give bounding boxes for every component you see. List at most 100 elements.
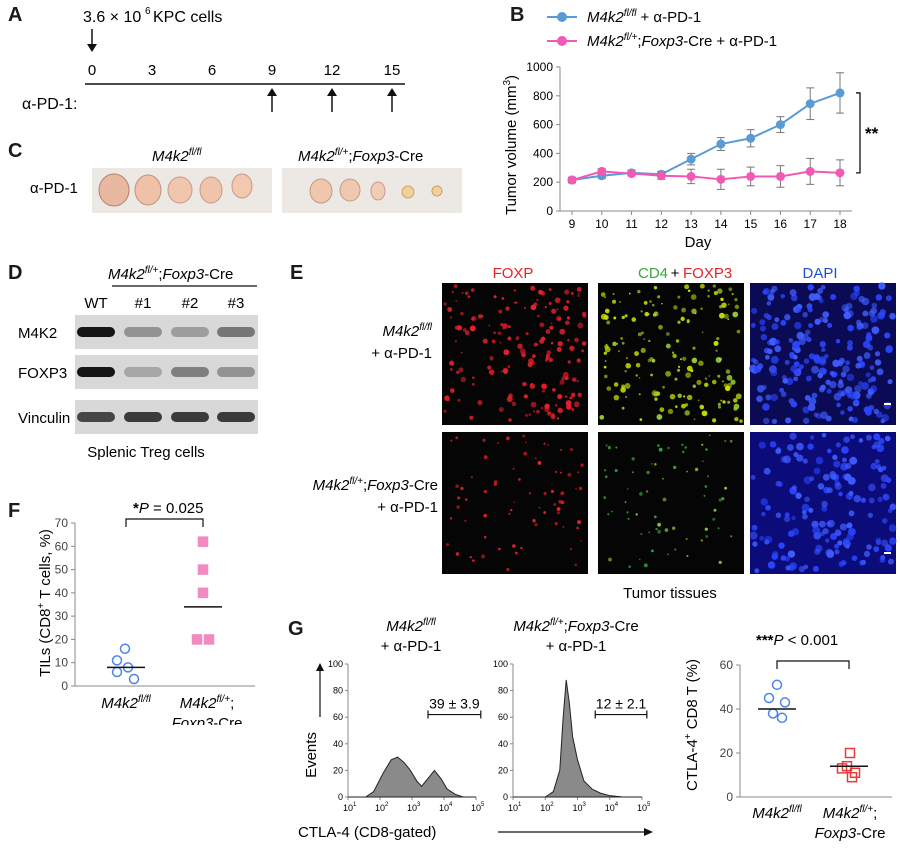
b-xtick-11: 11 <box>625 217 638 231</box>
e-cell <box>806 337 812 343</box>
g-hist1-ytick-20: 20 <box>498 765 508 775</box>
e-cell <box>532 519 536 523</box>
g2-ytick-20: 20 <box>720 746 734 760</box>
e-cell <box>701 460 704 463</box>
e-cell <box>780 293 786 299</box>
e-cell <box>465 498 468 501</box>
e-cell <box>770 393 778 402</box>
d-caption: Splenic Treg cells <box>87 444 205 461</box>
f-ytick-20: 20 <box>55 632 69 646</box>
f-ytick-0: 0 <box>61 679 68 693</box>
e-cell <box>471 376 475 380</box>
e-cell <box>571 407 575 412</box>
e-cell <box>557 407 564 414</box>
g2-ylabel: CTLA-4+ CD8 T (%) <box>683 659 701 791</box>
g-hist1-xtick-1: 10 <box>540 803 550 813</box>
e-cell <box>506 396 513 403</box>
e-cell <box>701 443 704 446</box>
e-cell <box>687 289 691 293</box>
b-xtick-9: 9 <box>569 217 576 231</box>
e-cell <box>733 406 738 411</box>
b-series-line-0 <box>571 91 841 182</box>
e-cell <box>739 419 743 423</box>
e-cell <box>760 498 768 506</box>
e-cell <box>681 307 687 313</box>
e-cell <box>655 527 658 531</box>
e-cell <box>638 393 641 396</box>
d-lane-2: #2 <box>182 295 199 312</box>
e-cell <box>802 458 808 464</box>
e-cell <box>720 297 724 302</box>
tumors-flfl <box>98 173 253 207</box>
g2-cat-het-1: M4k2fl/+; <box>823 804 877 822</box>
e-cell <box>577 292 580 295</box>
e-cell <box>766 339 773 346</box>
e-cell <box>507 325 511 329</box>
e-cell <box>573 401 580 408</box>
e-cell <box>819 358 827 366</box>
e-cell <box>717 374 721 378</box>
e-cell <box>456 370 460 374</box>
e-cell <box>833 392 842 401</box>
g-hist0-ytick-80: 80 <box>333 686 343 696</box>
e-cell <box>785 565 791 571</box>
e-cell <box>489 356 494 361</box>
f-point-g0-1 <box>111 655 123 666</box>
f-point-g1-1 <box>197 564 209 575</box>
e-cell <box>606 386 612 391</box>
e-cell <box>794 321 802 330</box>
e-cell <box>713 508 717 512</box>
e-cell <box>826 448 832 454</box>
g-title-het-treat: + α-PD-1 <box>546 638 607 655</box>
e-cell <box>885 477 892 484</box>
panel-c-tumors: M4k2fl/fl M4k2fl/+;Foxp3-Cre α-PD-1 <box>30 147 462 213</box>
g-hist1-gate <box>594 710 648 719</box>
f-significance: *P = 0.025 <box>133 500 204 517</box>
legend-marker-het <box>557 36 567 46</box>
e-cell <box>632 471 634 473</box>
e-cell <box>796 331 805 340</box>
e-cell <box>619 301 621 303</box>
e-cell <box>576 379 579 383</box>
e-cell <box>658 447 663 452</box>
e-cell <box>795 306 802 313</box>
e-cell <box>878 282 886 290</box>
e-cell <box>870 315 878 323</box>
e-cell <box>830 533 838 540</box>
e-cell <box>725 369 731 374</box>
e-cell <box>829 370 835 376</box>
e-cell <box>774 317 780 323</box>
e-cell <box>680 316 685 321</box>
e-cell <box>650 373 653 377</box>
e-cell <box>659 407 665 413</box>
e-cell <box>691 357 698 364</box>
e-cell <box>536 298 539 302</box>
treatment-arrowhead-day15 <box>387 88 397 96</box>
b-xtick-12: 12 <box>655 217 669 231</box>
e-cell <box>795 492 802 499</box>
e-cell <box>600 292 606 297</box>
e-cell <box>802 513 808 520</box>
e-cell <box>712 284 716 288</box>
e-cell <box>540 336 546 341</box>
e-cell <box>502 323 508 329</box>
b-ylabel: Tumor volume (mm3) <box>502 75 520 215</box>
e-cell <box>519 348 526 355</box>
e-cell <box>465 330 470 336</box>
e-cell <box>481 554 485 559</box>
e-cell <box>477 314 483 319</box>
e-cell <box>517 343 523 349</box>
e-cell <box>604 374 608 379</box>
e-cell <box>657 295 661 299</box>
e-panel-r0-c0 <box>442 283 588 425</box>
e-cell <box>889 537 897 545</box>
e-cell <box>887 508 893 513</box>
e-cell <box>845 386 853 394</box>
b-point-s1-d16 <box>775 171 785 181</box>
e-cell <box>807 306 813 313</box>
e-cell <box>455 299 458 302</box>
g-ylabel: Events <box>303 732 320 778</box>
e-cell <box>712 418 717 423</box>
e-cell <box>530 401 537 408</box>
e-cell <box>673 465 677 470</box>
